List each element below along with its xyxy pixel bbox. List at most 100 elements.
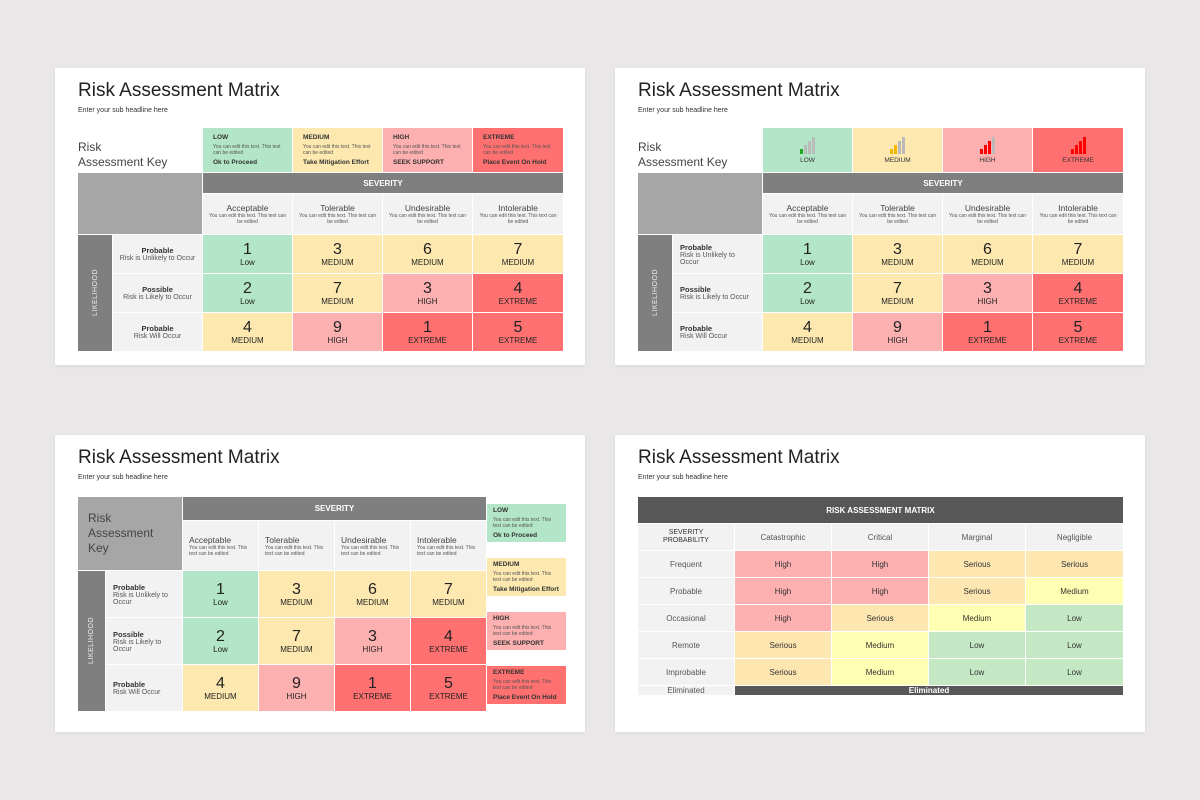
column-desc: You can edit this text. This text can be… xyxy=(299,213,376,225)
signal-bar xyxy=(894,144,897,154)
risk-score: 1 xyxy=(243,241,252,258)
risk-level: EXTREME xyxy=(1058,297,1098,306)
column-desc: You can edit this text. This text can be… xyxy=(189,544,248,557)
risk-level: EXTREME xyxy=(1058,336,1098,345)
risk-cell: Low xyxy=(929,632,1025,658)
risk-cell: 3 HIGH xyxy=(335,618,410,664)
risk-score: 7 xyxy=(333,280,342,297)
key-extreme: EXTREME xyxy=(1033,128,1123,172)
risk-cell: 2 Low xyxy=(203,274,292,312)
risk-level: Low xyxy=(800,297,815,306)
column-desc: You can edit this text. This text can be… xyxy=(341,544,400,557)
risk-cell: 7 MEDIUM xyxy=(473,235,563,273)
risk-score: 3 xyxy=(983,280,992,297)
signal-bar xyxy=(808,140,811,154)
row-name: Possible xyxy=(142,285,173,294)
key-level: MEDIUM xyxy=(303,134,330,141)
risk-cell: 7 MEDIUM xyxy=(293,274,382,312)
risk-level: HIGH xyxy=(286,692,307,701)
likelihood-row-label: Probable Risk Will Occur xyxy=(113,313,202,351)
key-action: Place Event On Hold xyxy=(483,159,547,166)
severity-column-header: Undesirable You can edit this text. This … xyxy=(943,194,1032,234)
risk-cell: 4 MEDIUM xyxy=(183,665,258,711)
key-desc: You can edit this text. This text can be… xyxy=(483,144,551,156)
probability-row-label: Remote xyxy=(638,632,734,658)
risk-score: 9 xyxy=(292,675,301,692)
risk-cell: Low xyxy=(1026,605,1123,631)
column-desc: You can edit this text. This text can be… xyxy=(479,213,557,225)
corner-block xyxy=(78,173,202,234)
risk-cell: 7 MEDIUM xyxy=(411,571,486,617)
risk-level: MEDIUM xyxy=(231,336,264,345)
risk-cell: 2 Low xyxy=(763,274,852,312)
risk-score: 4 xyxy=(444,628,453,645)
severity-column-header: Acceptable You can edit this text. This t… xyxy=(763,194,852,234)
risk-cell: High xyxy=(735,551,831,577)
likelihood-row-label: Probable Risk Will Occur xyxy=(673,313,762,351)
risk-score: 2 xyxy=(216,628,225,645)
risk-cell: 1 Low xyxy=(203,235,292,273)
key-desc: You can edit this text. This text can be… xyxy=(213,144,281,156)
signal-bars-icon xyxy=(890,136,905,154)
column-name: Tolerable xyxy=(880,203,915,213)
severity-column-header: Tolerable You can edit this text. This te… xyxy=(293,194,382,234)
key-level: MEDIUM xyxy=(493,561,520,569)
key-high: HIGH You can edit this text. This text ca… xyxy=(383,128,472,172)
key-action: Take Mitigation Effort xyxy=(303,159,369,166)
key-level: MEDIUM xyxy=(884,156,911,164)
severity-column-header: Acceptable You can edit this text. This t… xyxy=(183,521,258,570)
probability-row-label: Frequent xyxy=(638,551,734,577)
key-low: LOW xyxy=(763,128,852,172)
severity-column-header: Tolerable You can edit this text. This te… xyxy=(259,521,334,570)
key-level: LOW xyxy=(800,156,815,164)
row-name: Possible xyxy=(680,285,711,294)
key-level: LOW xyxy=(213,134,229,141)
severity-column-header: Intolerable You can edit this text. This … xyxy=(1033,194,1123,234)
column-name: Undesirable xyxy=(964,203,1011,213)
risk-score: 9 xyxy=(333,319,342,336)
key-low: LOW You can edit this text. This text can… xyxy=(203,128,292,172)
row-name: Probable xyxy=(113,680,146,689)
slide-title: Risk Assessment Matrix xyxy=(78,80,280,101)
column-name: Intolerable xyxy=(498,203,538,213)
risk-level: MEDIUM xyxy=(1061,258,1095,267)
column-name: Intolerable xyxy=(1058,203,1098,213)
risk-cell: Low xyxy=(1026,659,1123,685)
risk-level: Low xyxy=(800,258,815,267)
severity-column-header: Acceptable You can edit this text. This t… xyxy=(203,194,292,234)
row-desc: Risk is Unlikely to Occur xyxy=(113,591,168,606)
risk-cell: Low xyxy=(929,659,1025,685)
key-extreme: EXTREME You can edit this text. This text… xyxy=(487,665,566,704)
key-high: HIGH xyxy=(943,128,1032,172)
signal-bar xyxy=(890,148,893,154)
key-action: SEEK SUPPORT xyxy=(393,159,444,166)
risk-score: 7 xyxy=(893,280,902,297)
likelihood-row-label: Probable Risk is Unlikely to Occur xyxy=(673,235,762,273)
risk-score: 4 xyxy=(216,675,225,692)
risk-level: EXTREME xyxy=(429,645,468,654)
risk-level: EXTREME xyxy=(408,336,447,345)
risk-level: EXTREME xyxy=(968,336,1007,345)
severity-column-header: Intolerable You can edit this text. This … xyxy=(473,194,563,234)
key-desc: You can edit this text. This text can be… xyxy=(493,571,552,584)
risk-score: 3 xyxy=(368,628,377,645)
key-action: Take Mitigation Effort xyxy=(493,586,559,594)
risk-score: 2 xyxy=(243,280,252,297)
risk-cell: 4 EXTREME xyxy=(411,618,486,664)
likelihood-row-label: Probable Risk Will Occur xyxy=(106,665,182,711)
row-desc: Risk is Likely to Occur xyxy=(680,294,749,301)
risk-matrix: Risk Assessment Key SEVERITY Acceptable You … xyxy=(78,497,566,711)
likelihood-bar: LIKELIHOOD xyxy=(78,571,105,711)
signal-bar xyxy=(984,144,987,154)
risk-level: MEDIUM xyxy=(356,598,389,607)
key-level: HIGH xyxy=(393,134,410,141)
severity-header: SEVERITY xyxy=(203,173,563,193)
column-desc: You can edit this text. This text can be… xyxy=(859,213,936,225)
severity-column-header: Tolerable You can edit this text. This te… xyxy=(853,194,942,234)
risk-level: EXTREME xyxy=(429,692,468,701)
risk-level: MEDIUM xyxy=(280,645,313,654)
severity-column-header: Undesirable You can edit this text. This … xyxy=(335,521,410,570)
slide-3: Risk Assessment Matrix Enter your sub hea… xyxy=(55,435,585,732)
key-medium: MEDIUM xyxy=(853,128,942,172)
risk-cell: Medium xyxy=(832,659,928,685)
